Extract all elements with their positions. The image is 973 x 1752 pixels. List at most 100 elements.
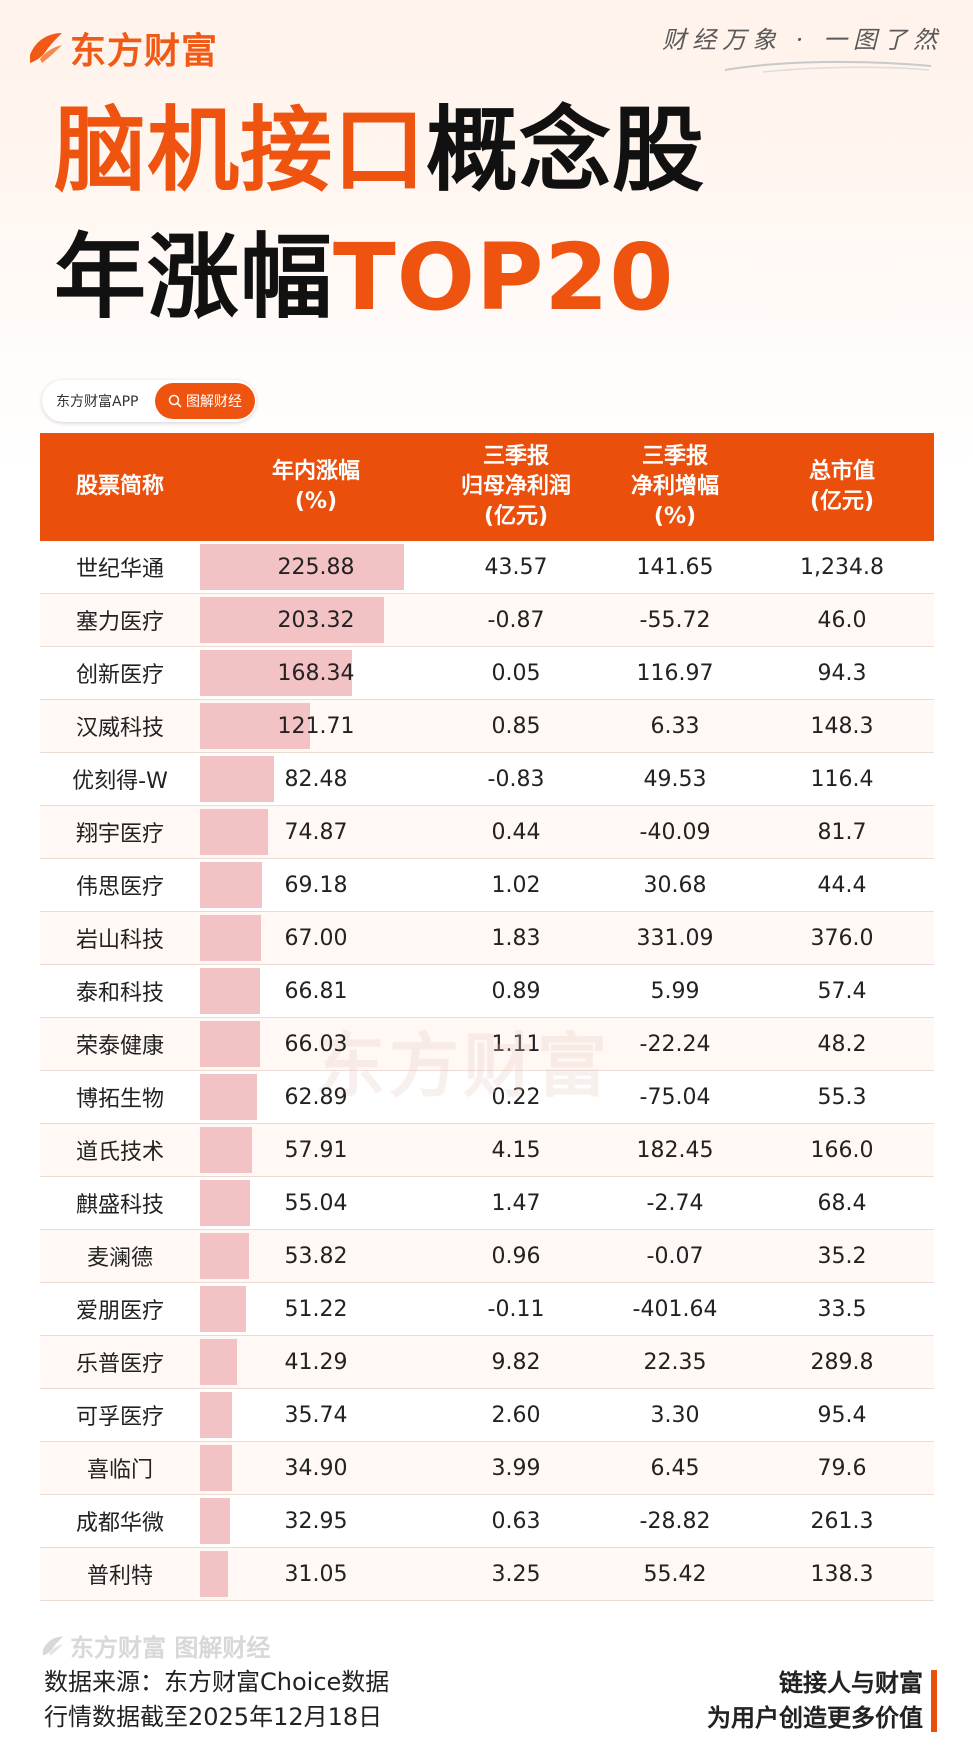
tagline-line2: 为用户创造更多价值: [707, 1703, 923, 1732]
profit-growth-value: 331.09: [600, 911, 750, 965]
search-pill[interactable]: 东方财富APP 图解财经: [42, 380, 256, 422]
gain-value: 34.90: [284, 1455, 348, 1481]
gain-value: 62.89: [284, 1084, 348, 1110]
profit-growth-value: 116.97: [600, 646, 750, 700]
net-profit-value: 0.63: [432, 1494, 600, 1548]
table-row: 爱朋医疗 51.22 -0.11 -401.64 33.5: [40, 1282, 934, 1336]
table-body: 世纪华通 225.88 43.57 141.65 1,234.8 塞力医疗 203.32 -0…: [40, 541, 934, 1601]
table-row: 道氏技术 57.91 4.15 182.45 166.0: [40, 1123, 934, 1177]
table-row: 岩山科技 67.00 1.83 331.09 376.0: [40, 911, 934, 965]
stock-name: 喜临门: [40, 1441, 200, 1495]
gain-value: 31.05: [284, 1561, 348, 1587]
title-metric: 年涨幅: [54, 224, 334, 331]
table-row: 汉威科技 121.71 0.85 6.33 148.3: [40, 699, 934, 753]
net-profit-value: 0.22: [432, 1070, 600, 1124]
gain-bar: [200, 862, 263, 908]
gain-value: 51.22: [284, 1296, 348, 1322]
stock-name: 塞力医疗: [40, 593, 200, 647]
gain-value: 168.34: [277, 660, 355, 686]
brand-logo-icon: [30, 33, 62, 63]
search-icon: [168, 394, 182, 408]
table-header-row: 股票简称 年内涨幅 (%) 三季报 归母净利润 (亿元) 三季报 净利增幅 (%) 总市值 (亿元): [40, 433, 934, 541]
gain-bar: [200, 809, 268, 855]
gain-bar: [200, 756, 275, 802]
table-row: 可孚医疗 35.74 2.60 3.30 95.4: [40, 1388, 934, 1442]
gain-bar: [200, 1233, 249, 1279]
search-button[interactable]: 图解财经: [155, 383, 255, 419]
gain-cell: 57.91: [200, 1123, 432, 1177]
table-row: 成都华微 32.95 0.63 -28.82 261.3: [40, 1494, 934, 1548]
table-row: 优刻得-W 82.48 -0.83 49.53 116.4: [40, 752, 934, 806]
profit-growth-value: -40.09: [600, 805, 750, 859]
net-profit-value: 1.11: [432, 1017, 600, 1071]
stock-name: 麒盛科技: [40, 1176, 200, 1230]
stock-name: 爱朋医疗: [40, 1282, 200, 1336]
profit-growth-value: 5.99: [600, 964, 750, 1018]
footer-logo-icon: [42, 1636, 64, 1655]
gain-value: 66.03: [284, 1031, 348, 1057]
net-profit-value: 2.60: [432, 1388, 600, 1442]
stock-name: 可孚医疗: [40, 1388, 200, 1442]
gain-cell: 168.34: [200, 646, 432, 700]
gain-cell: 69.18: [200, 858, 432, 912]
search-app-label: 东方财富APP: [56, 394, 139, 410]
market-cap-value: 289.8: [750, 1335, 934, 1389]
profit-growth-value: 6.45: [600, 1441, 750, 1495]
title-concept: 概念股: [426, 97, 706, 204]
market-cap-value: 148.3: [750, 699, 934, 753]
profit-growth-value: -401.64: [600, 1282, 750, 1336]
net-profit-value: 1.02: [432, 858, 600, 912]
column-header-line: 总市值: [808, 459, 875, 485]
profit-growth-value: 3.30: [600, 1388, 750, 1442]
market-cap-value: 68.4: [750, 1176, 934, 1230]
gain-bar: [200, 1498, 230, 1544]
tagline-accent-bar: [931, 1670, 937, 1732]
profit-growth-value: 49.53: [600, 752, 750, 806]
net-profit-value: -0.11: [432, 1282, 600, 1336]
stock-name: 麦澜德: [40, 1229, 200, 1283]
gain-cell: 121.71: [200, 699, 432, 753]
net-profit-value: 0.05: [432, 646, 600, 700]
profit-growth-value: 55.42: [600, 1547, 750, 1601]
gain-cell: 62.89: [200, 1070, 432, 1124]
tagline: 链接人与财富 为用户创造更多价值: [707, 1666, 923, 1736]
net-profit-value: 1.47: [432, 1176, 600, 1230]
gain-cell: 34.90: [200, 1441, 432, 1495]
title-rank: TOP20: [333, 224, 675, 331]
table-row: 荣泰健康 66.03 1.11 -22.24 48.2: [40, 1017, 934, 1071]
market-cap-value: 44.4: [750, 858, 934, 912]
net-profit-value: 9.82: [432, 1335, 600, 1389]
market-cap-value: 46.0: [750, 593, 934, 647]
gain-cell: 55.04: [200, 1176, 432, 1230]
brand-logo-text: 东方财富: [70, 31, 219, 72]
gain-value: 55.04: [284, 1190, 348, 1216]
gain-cell: 82.48: [200, 752, 432, 806]
net-profit-value: 3.25: [432, 1547, 600, 1601]
profit-growth-value: -0.07: [600, 1229, 750, 1283]
market-cap-value: 81.7: [750, 805, 934, 859]
gain-value: 225.88: [277, 554, 355, 580]
gain-cell: 32.95: [200, 1494, 432, 1548]
gain-value: 74.87: [284, 819, 348, 845]
net-profit-value: 43.57: [432, 541, 600, 594]
table-row: 泰和科技 66.81 0.89 5.99 57.4: [40, 964, 934, 1018]
gain-bar: [200, 1021, 260, 1067]
table-row: 喜临门 34.90 3.99 6.45 79.6: [40, 1441, 934, 1495]
stock-name: 博拓生物: [40, 1070, 200, 1124]
market-cap-value: 35.2: [750, 1229, 934, 1283]
stock-name: 汉威科技: [40, 699, 200, 753]
profit-growth-value: 141.65: [600, 541, 750, 594]
table-row: 普利特 31.05 3.25 55.42 138.3: [40, 1547, 934, 1601]
column-header: 三季报 净利增幅 (%): [600, 433, 750, 541]
column-header-line: 股票简称: [75, 474, 164, 500]
footer-logo-text: 东方财富 图解财经: [70, 1634, 271, 1662]
gain-cell: 74.87: [200, 805, 432, 859]
gain-value: 53.82: [284, 1243, 348, 1269]
market-cap-value: 116.4: [750, 752, 934, 806]
market-cap-value: 95.4: [750, 1388, 934, 1442]
market-cap-value: 138.3: [750, 1547, 934, 1601]
stock-name: 创新医疗: [40, 646, 200, 700]
gain-value: 121.71: [277, 713, 355, 739]
source-line: 数据来源：东方财富Choice数据: [44, 1668, 390, 1696]
table-row: 世纪华通 225.88 43.57 141.65 1,234.8: [40, 541, 934, 594]
